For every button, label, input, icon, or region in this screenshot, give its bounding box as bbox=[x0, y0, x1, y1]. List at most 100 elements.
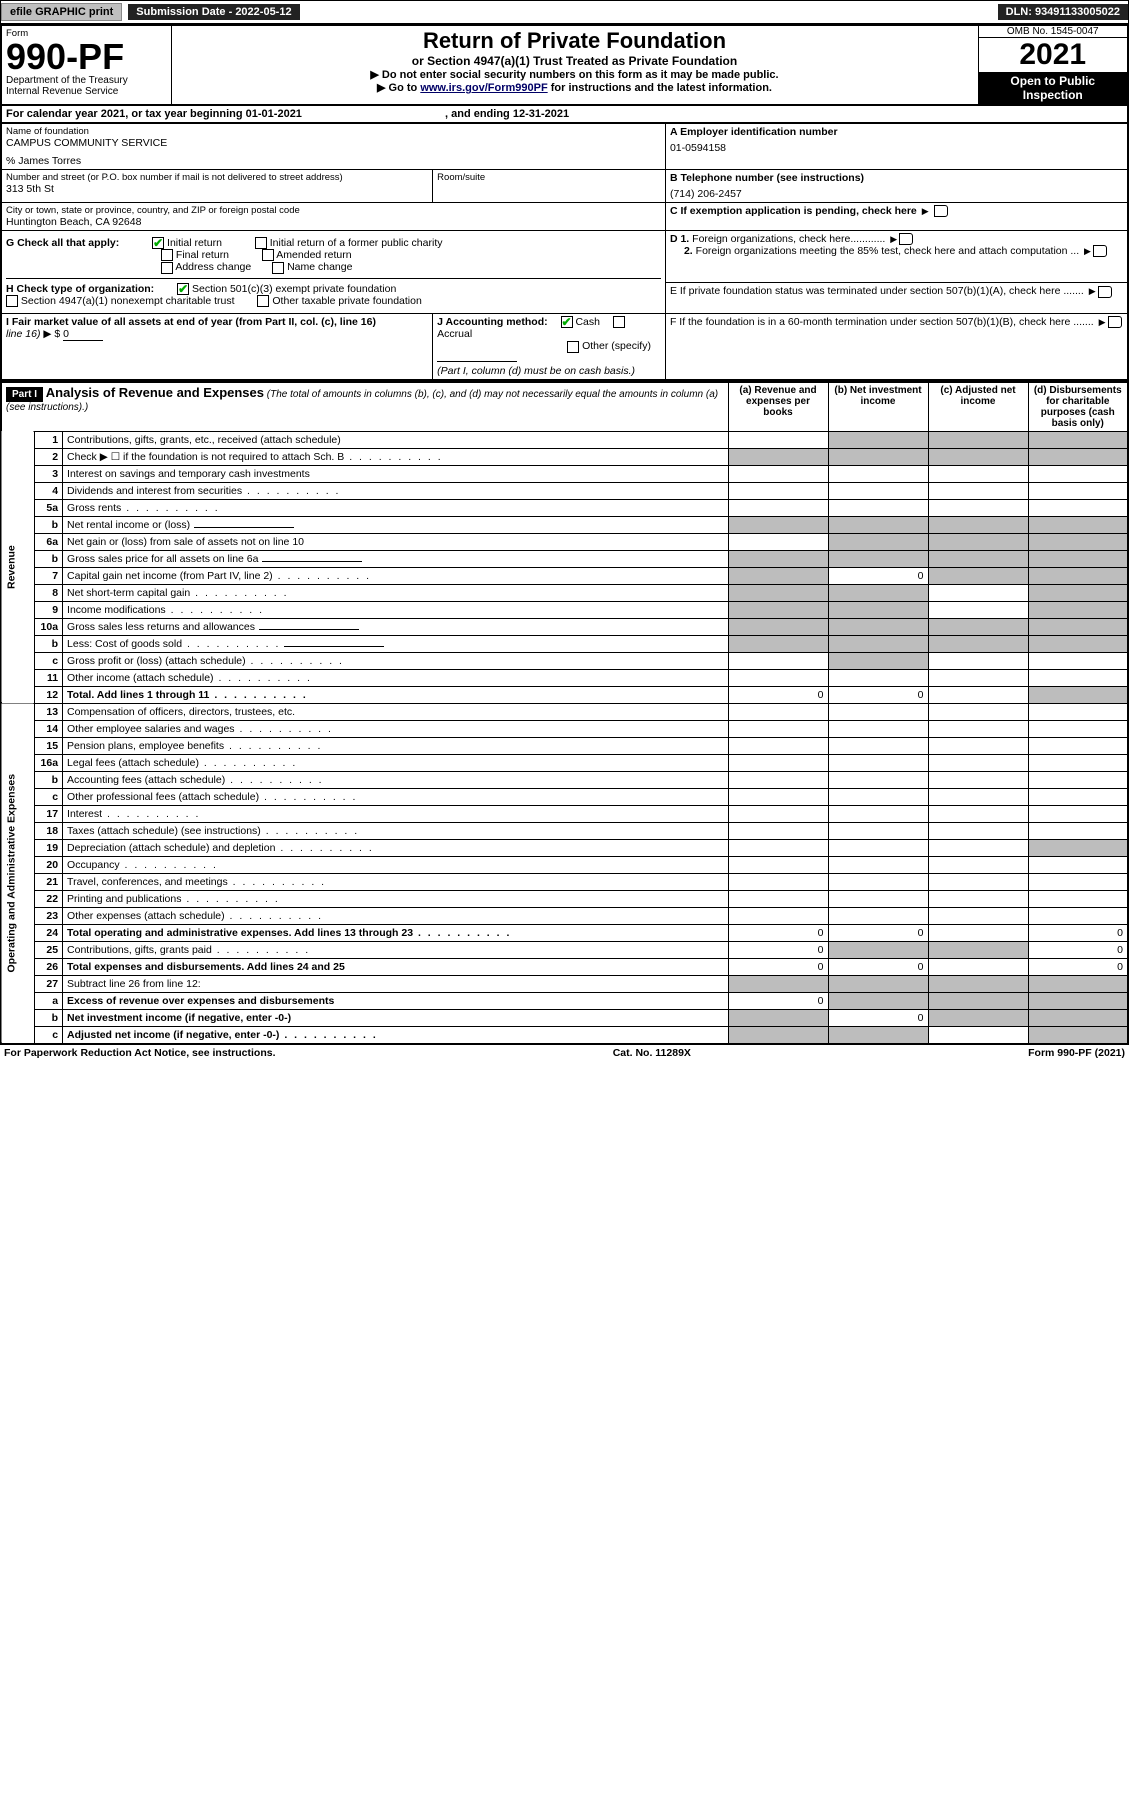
cell-c bbox=[928, 771, 1028, 788]
cell-d bbox=[1028, 992, 1128, 1009]
e-checkbox[interactable] bbox=[1098, 286, 1112, 298]
table-row: bNet rental income or (loss) bbox=[1, 516, 1128, 533]
name-label: Name of foundation bbox=[6, 126, 661, 137]
cell-b bbox=[828, 771, 928, 788]
arrow-icon bbox=[1087, 285, 1098, 297]
cell-c bbox=[928, 686, 1028, 703]
table-row: cOther professional fees (attach schedul… bbox=[1, 788, 1128, 805]
cell-d bbox=[1028, 822, 1128, 839]
cell-d bbox=[1028, 856, 1128, 873]
row-number: a bbox=[35, 992, 63, 1009]
efile-print-button[interactable]: efile GRAPHIC print bbox=[1, 3, 122, 21]
table-row: cGross profit or (loss) (attach schedule… bbox=[1, 652, 1128, 669]
cell-c bbox=[928, 652, 1028, 669]
street-value: 313 5th St bbox=[6, 183, 428, 195]
cell-d bbox=[1028, 703, 1128, 720]
identification-table: Name of foundation CAMPUS COMMUNITY SERV… bbox=[0, 122, 1129, 381]
row-number: b bbox=[35, 635, 63, 652]
g-name-change-checkbox[interactable] bbox=[272, 262, 284, 274]
j-opt-2: Other (specify) bbox=[582, 340, 651, 352]
cell-b: 0 bbox=[828, 924, 928, 941]
cell-a bbox=[728, 873, 828, 890]
cell-b bbox=[828, 907, 928, 924]
cell-d bbox=[1028, 737, 1128, 754]
col-b-header: (b) Net investment income bbox=[828, 382, 928, 432]
cell-d bbox=[1028, 601, 1128, 618]
g-amended-checkbox[interactable] bbox=[262, 249, 274, 261]
table-row: cAdjusted net income (if negative, enter… bbox=[1, 1026, 1128, 1044]
row-description: Contributions, gifts, grants paid bbox=[63, 941, 728, 958]
row-description: Net rental income or (loss) bbox=[63, 516, 728, 533]
table-row: 22Printing and publications bbox=[1, 890, 1128, 907]
col-d-header: (d) Disbursements for charitable purpose… bbox=[1028, 382, 1128, 432]
f-checkbox[interactable] bbox=[1108, 316, 1122, 328]
cell-d bbox=[1028, 1009, 1128, 1026]
cell-d: 0 bbox=[1028, 941, 1128, 958]
j-accrual-checkbox[interactable] bbox=[613, 316, 625, 328]
h-other-checkbox[interactable] bbox=[257, 295, 269, 307]
row-number: 23 bbox=[35, 907, 63, 924]
form990pf-link[interactable]: www.irs.gov/Form990PF bbox=[420, 82, 547, 94]
g-address-change-checkbox[interactable] bbox=[161, 262, 173, 274]
cell-c bbox=[928, 516, 1028, 533]
j-cash-checkbox[interactable] bbox=[561, 316, 573, 328]
cell-c bbox=[928, 669, 1028, 686]
c-checkbox[interactable] bbox=[934, 205, 948, 217]
city-value: Huntington Beach, CA 92648 bbox=[6, 216, 661, 228]
g-initial-former-checkbox[interactable] bbox=[255, 237, 267, 249]
part1-table: Part I Analysis of Revenue and Expenses … bbox=[0, 381, 1129, 1045]
cell-b: 0 bbox=[828, 958, 928, 975]
g-initial-return-checkbox[interactable] bbox=[152, 237, 164, 249]
table-row: 19Depreciation (attach schedule) and dep… bbox=[1, 839, 1128, 856]
i-arrow: ▶ $ bbox=[43, 328, 60, 340]
row-description: Total. Add lines 1 through 11 bbox=[63, 686, 728, 703]
g-opt-0: Initial return bbox=[167, 237, 222, 249]
j-other-checkbox[interactable] bbox=[567, 341, 579, 353]
row-description: Net short-term capital gain bbox=[63, 584, 728, 601]
row-description: Net gain or (loss) from sale of assets n… bbox=[63, 533, 728, 550]
cell-b bbox=[828, 890, 928, 907]
cell-a bbox=[728, 584, 828, 601]
row-number: 6a bbox=[35, 533, 63, 550]
cell-a bbox=[728, 754, 828, 771]
row-description: Gross sales less returns and allowances bbox=[63, 618, 728, 635]
cell-b bbox=[828, 992, 928, 1009]
row-description: Total operating and administrative expen… bbox=[63, 924, 728, 941]
d1-checkbox[interactable] bbox=[899, 233, 913, 245]
row-number: 7 bbox=[35, 567, 63, 584]
cell-c bbox=[928, 890, 1028, 907]
cell-a bbox=[728, 635, 828, 652]
cell-c bbox=[928, 431, 1028, 448]
table-row: 21Travel, conferences, and meetings bbox=[1, 873, 1128, 890]
row-description: Printing and publications bbox=[63, 890, 728, 907]
cell-d bbox=[1028, 1026, 1128, 1044]
cell-a: 0 bbox=[728, 924, 828, 941]
cell-c bbox=[928, 1026, 1028, 1044]
cell-b bbox=[828, 652, 928, 669]
row-number: c bbox=[35, 788, 63, 805]
g-opt-5: Name change bbox=[287, 261, 352, 273]
cell-d bbox=[1028, 567, 1128, 584]
d2-checkbox[interactable] bbox=[1093, 245, 1107, 257]
i-label: I Fair market value of all assets at end… bbox=[6, 316, 376, 328]
cal-mid: , and ending bbox=[442, 108, 513, 120]
table-row: 5aGross rents bbox=[1, 499, 1128, 516]
h-4947-checkbox[interactable] bbox=[6, 295, 18, 307]
row-number: 24 bbox=[35, 924, 63, 941]
h-501c3-checkbox[interactable] bbox=[177, 283, 189, 295]
cell-d bbox=[1028, 805, 1128, 822]
table-row: 9Income modifications bbox=[1, 601, 1128, 618]
calendar-year-line: For calendar year 2021, or tax year begi… bbox=[0, 106, 1129, 122]
cell-a bbox=[728, 567, 828, 584]
table-row: 6aNet gain or (loss) from sale of assets… bbox=[1, 533, 1128, 550]
submission-date: Submission Date - 2022-05-12 bbox=[128, 4, 299, 20]
cell-b bbox=[828, 941, 928, 958]
cell-a: 0 bbox=[728, 958, 828, 975]
col-a-header: (a) Revenue and expenses per books bbox=[728, 382, 828, 432]
d1-label: D 1. Foreign organizations, check here..… bbox=[670, 233, 1123, 245]
g-final-return-checkbox[interactable] bbox=[161, 249, 173, 261]
omb-number: OMB No. 1545-0047 bbox=[979, 26, 1128, 38]
cell-b bbox=[828, 839, 928, 856]
cell-d bbox=[1028, 890, 1128, 907]
h-opt-2: Other taxable private foundation bbox=[272, 295, 421, 307]
